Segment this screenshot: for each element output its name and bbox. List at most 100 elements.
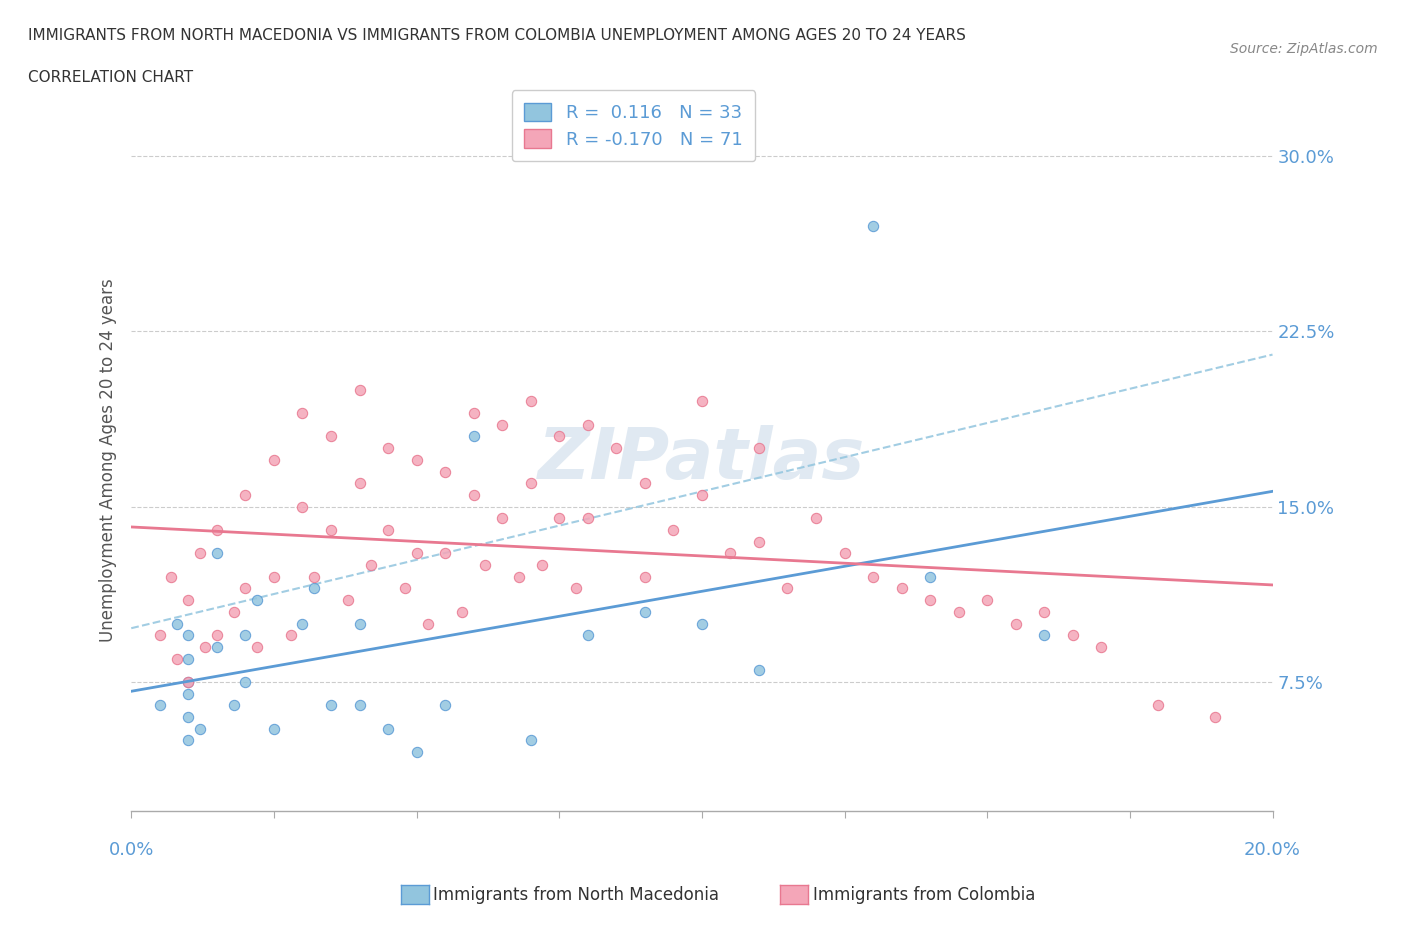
Point: [205, 628, 228, 643]
Point: [519, 733, 541, 748]
Point: [776, 581, 799, 596]
Point: [222, 698, 245, 712]
Point: [531, 558, 554, 573]
Point: [222, 604, 245, 619]
Point: [1204, 710, 1226, 724]
Point: [246, 592, 269, 607]
Point: [302, 581, 325, 596]
Point: [519, 476, 541, 491]
Point: [319, 429, 342, 444]
Point: [280, 628, 302, 643]
Point: [1090, 640, 1112, 655]
Point: [177, 592, 200, 607]
Point: [177, 686, 200, 701]
Point: [205, 640, 228, 655]
Point: [690, 616, 713, 631]
Point: [377, 722, 399, 737]
Point: [177, 651, 200, 666]
Point: [291, 405, 314, 420]
Point: [194, 640, 217, 655]
Text: Immigrants from Colombia: Immigrants from Colombia: [813, 885, 1035, 904]
Point: [434, 546, 457, 561]
Point: [748, 534, 770, 549]
Point: [235, 628, 257, 643]
Point: [576, 628, 599, 643]
Legend: R =  0.116   N = 33, R = -0.170   N = 71: R = 0.116 N = 33, R = -0.170 N = 71: [512, 90, 755, 161]
Point: [548, 511, 571, 525]
Point: [748, 441, 770, 456]
Point: [1033, 628, 1056, 643]
Point: [319, 698, 342, 712]
Point: [634, 604, 657, 619]
Point: [491, 418, 513, 432]
Point: [349, 382, 371, 397]
Point: [976, 592, 998, 607]
Point: [263, 722, 285, 737]
Point: [434, 464, 457, 479]
Point: [474, 558, 496, 573]
Point: [177, 733, 200, 748]
Point: [1062, 628, 1084, 643]
Text: 0.0%: 0.0%: [108, 842, 153, 859]
Point: [349, 698, 371, 712]
Text: 20.0%: 20.0%: [1244, 842, 1301, 859]
Point: [720, 546, 742, 561]
Point: [748, 663, 770, 678]
Point: [188, 546, 211, 561]
Point: [451, 604, 474, 619]
Point: [177, 628, 200, 643]
Point: [263, 452, 285, 467]
Point: [834, 546, 856, 561]
Point: [548, 429, 571, 444]
Point: [177, 674, 200, 689]
Point: [337, 592, 360, 607]
Point: [434, 698, 457, 712]
Point: [291, 499, 314, 514]
Point: [576, 418, 599, 432]
Text: IMMIGRANTS FROM NORTH MACEDONIA VS IMMIGRANTS FROM COLOMBIA UNEMPLOYMENT AMONG A: IMMIGRANTS FROM NORTH MACEDONIA VS IMMIG…: [28, 28, 966, 43]
Point: [405, 546, 427, 561]
Point: [149, 698, 172, 712]
Point: [235, 487, 257, 502]
Y-axis label: Unemployment Among Ages 20 to 24 years: Unemployment Among Ages 20 to 24 years: [100, 278, 117, 642]
Point: [349, 476, 371, 491]
Point: [416, 616, 439, 631]
Point: [634, 476, 657, 491]
Point: [263, 569, 285, 584]
Point: [149, 628, 172, 643]
Point: [177, 710, 200, 724]
Point: [804, 511, 827, 525]
Point: [508, 569, 530, 584]
Point: [205, 546, 228, 561]
Point: [463, 405, 485, 420]
Point: [360, 558, 382, 573]
Point: [1147, 698, 1170, 712]
Point: [246, 640, 269, 655]
Point: [690, 394, 713, 409]
Point: [920, 569, 942, 584]
Text: ZIPatlas: ZIPatlas: [538, 425, 866, 495]
Point: [160, 569, 183, 584]
Point: [302, 569, 325, 584]
Point: [205, 523, 228, 538]
Point: [491, 511, 513, 525]
Point: [463, 487, 485, 502]
Text: Source: ZipAtlas.com: Source: ZipAtlas.com: [1230, 42, 1378, 56]
Point: [519, 394, 541, 409]
Point: [634, 569, 657, 584]
Point: [319, 523, 342, 538]
Point: [377, 523, 399, 538]
Point: [690, 487, 713, 502]
Point: [862, 569, 884, 584]
Point: [920, 592, 942, 607]
Text: CORRELATION CHART: CORRELATION CHART: [28, 70, 193, 85]
Point: [394, 581, 416, 596]
Point: [565, 581, 588, 596]
Point: [405, 745, 427, 760]
Point: [463, 429, 485, 444]
Point: [890, 581, 912, 596]
Point: [166, 651, 188, 666]
Point: [349, 616, 371, 631]
Point: [377, 441, 399, 456]
Point: [177, 674, 200, 689]
